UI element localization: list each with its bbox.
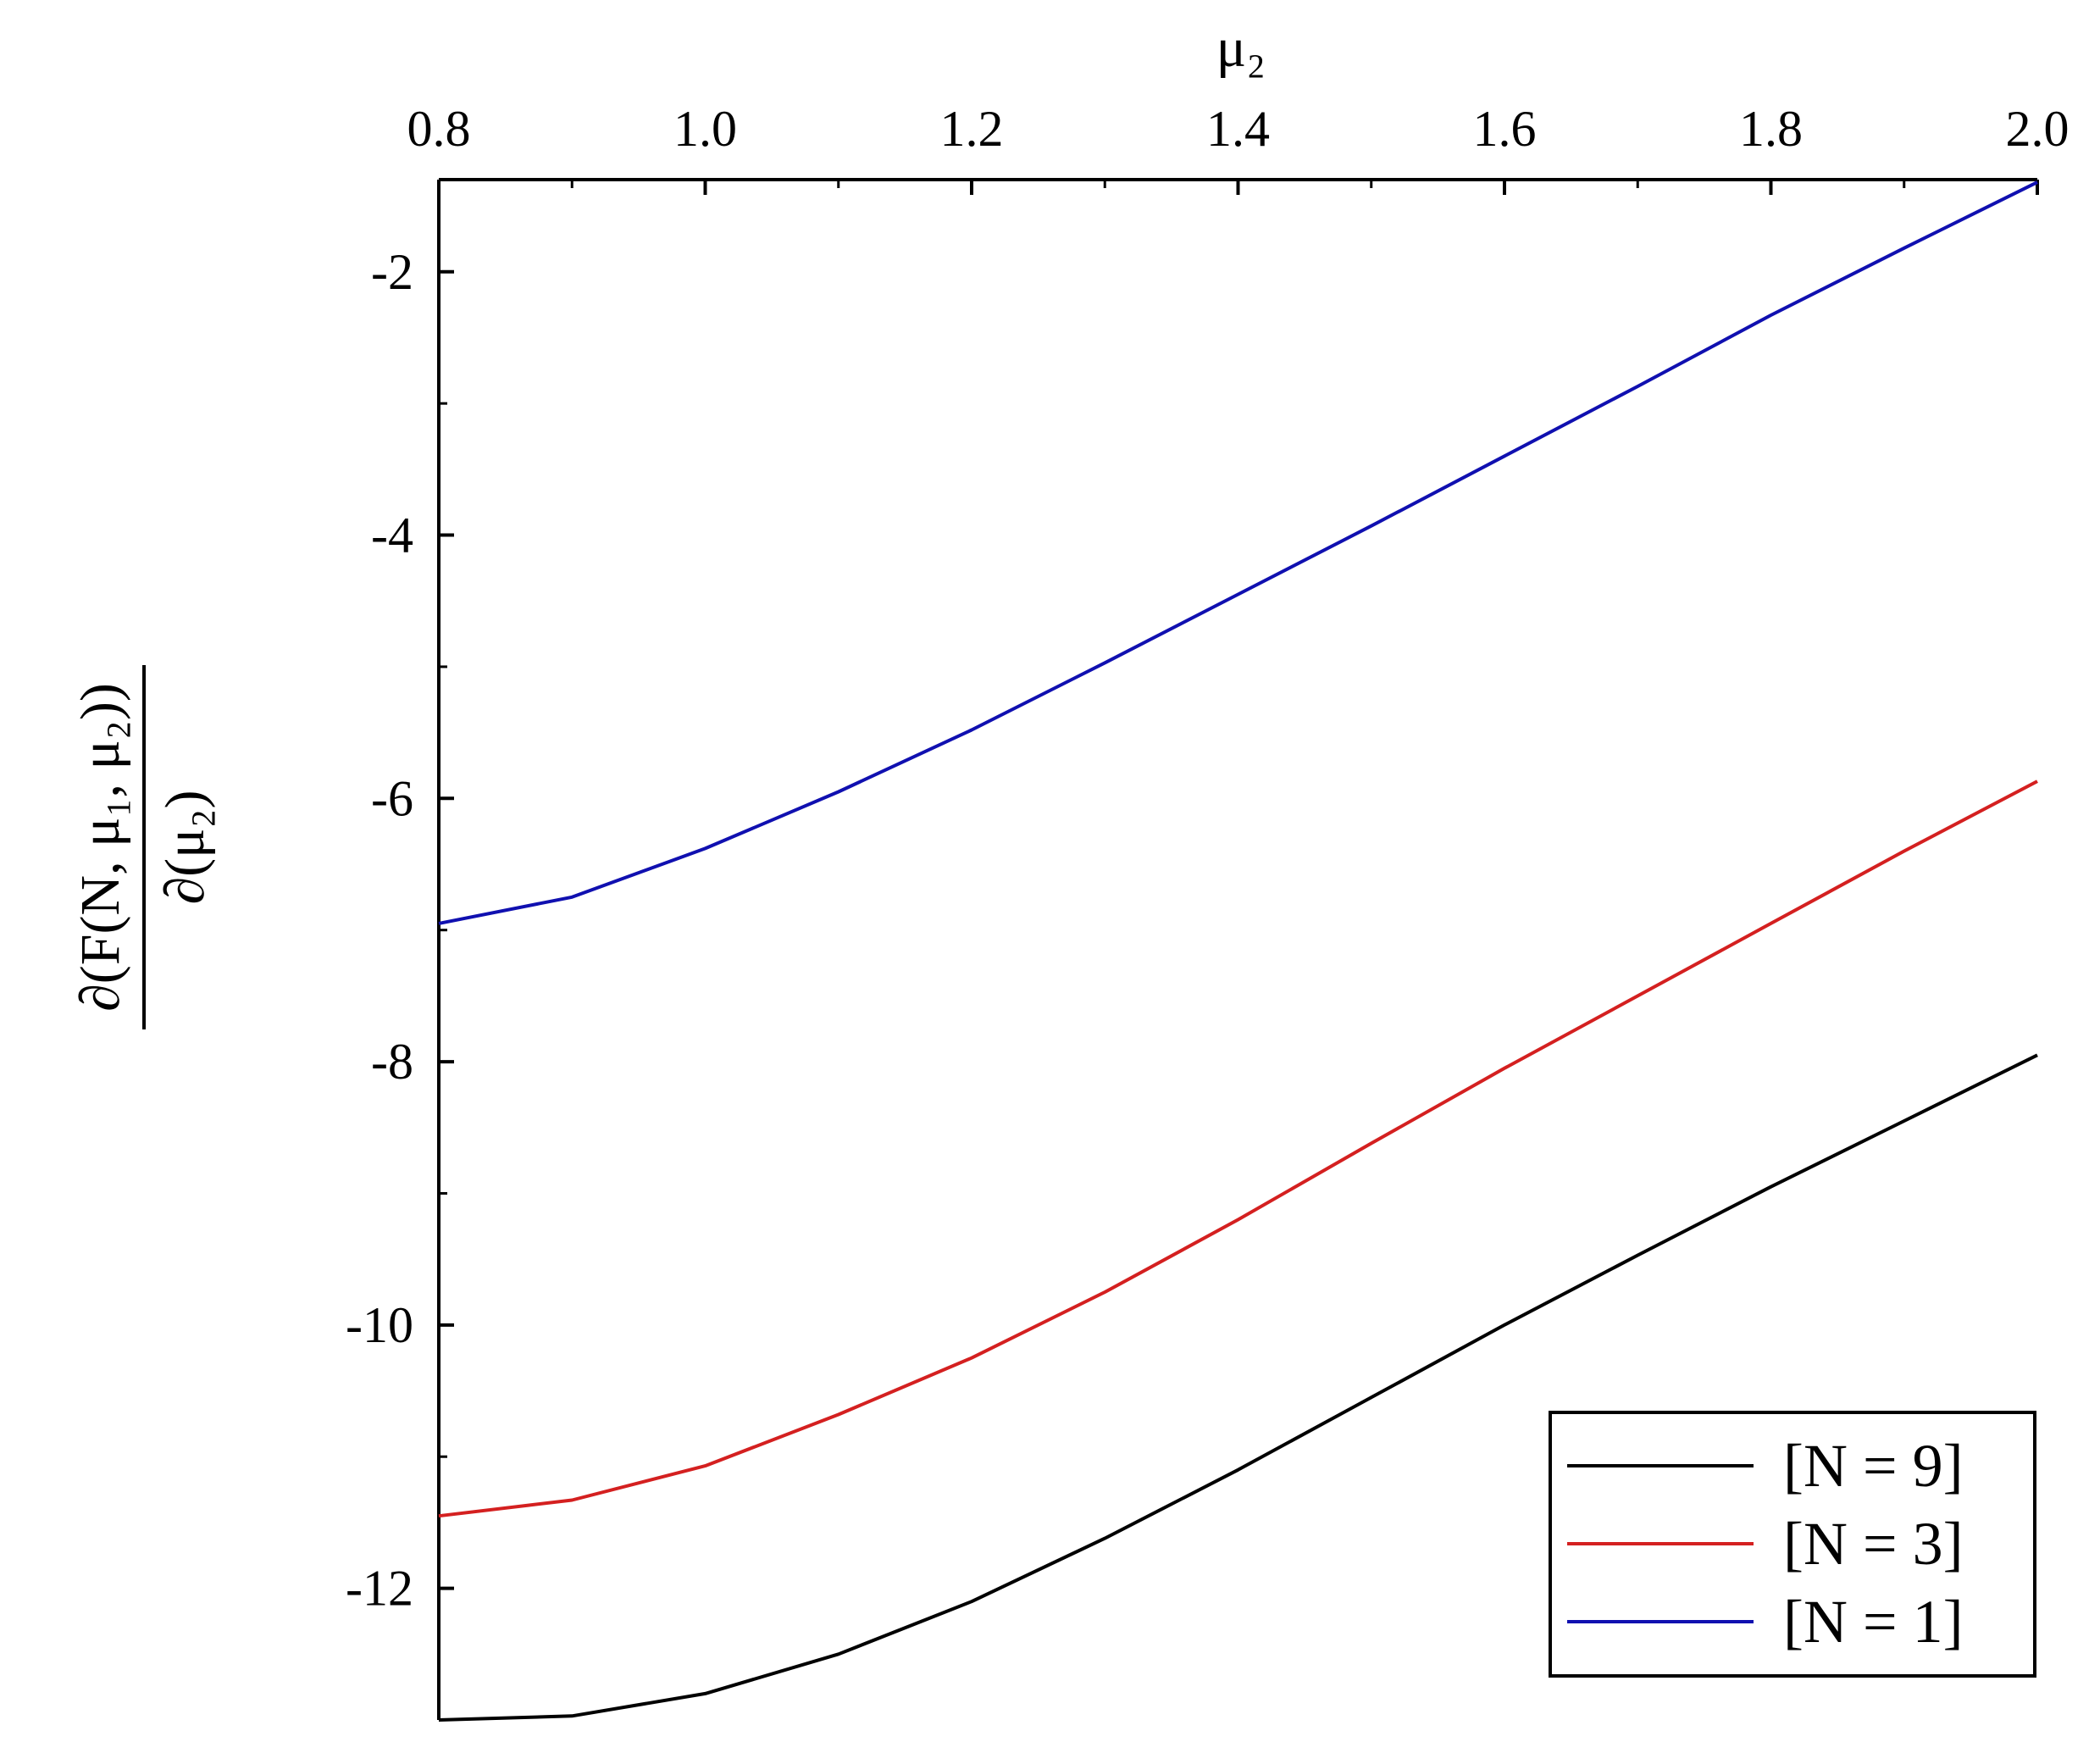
series-line bbox=[438, 779, 2038, 1518]
x-tick-label: 1.0 bbox=[673, 101, 737, 157]
y-tick-label: -8 bbox=[371, 1034, 413, 1090]
x-tick-label: 2.0 bbox=[2006, 101, 2070, 157]
y-axis-title: ∂(F(N, μ₁, μ₂)) ∂(μ₂) bbox=[69, 665, 216, 1029]
series-layer bbox=[438, 180, 2038, 1722]
y-axis-title-numerator: ∂(F(N, μ₁, μ₂)) bbox=[69, 683, 131, 1012]
series-line bbox=[438, 1053, 2038, 1722]
y-tick-label: -4 bbox=[371, 508, 413, 563]
x-tick-label: 1.2 bbox=[940, 101, 1004, 157]
x-tick-label: 0.8 bbox=[407, 101, 471, 157]
y-axis: -2 -4 -6 -8 -10 -12 bbox=[346, 244, 454, 1722]
legend-label: [N = 1] bbox=[1783, 1588, 1964, 1656]
y-tick-label: -10 bbox=[346, 1297, 413, 1353]
x-tick-label: 1.8 bbox=[1739, 101, 1803, 157]
y-tick-label: -12 bbox=[346, 1561, 413, 1617]
x-tick-label: 1.6 bbox=[1473, 101, 1537, 157]
y-tick-label: -2 bbox=[371, 244, 413, 300]
x-axis: 0.8 1.0 1.2 1.4 1.6 1.8 2.0 bbox=[407, 101, 2070, 195]
y-tick-label: -6 bbox=[371, 770, 413, 826]
x-tick-label: 1.4 bbox=[1206, 101, 1270, 157]
y-axis-title-denominator: ∂(μ₂) bbox=[154, 791, 216, 905]
series-line bbox=[438, 180, 2038, 925]
legend-label: [N = 3] bbox=[1783, 1510, 1964, 1578]
legend-label: [N = 9] bbox=[1783, 1432, 1964, 1500]
x-axis-title: μ₂ bbox=[1216, 17, 1266, 79]
legend: [N = 9] [N = 3] [N = 1] bbox=[1549, 1411, 2036, 1678]
